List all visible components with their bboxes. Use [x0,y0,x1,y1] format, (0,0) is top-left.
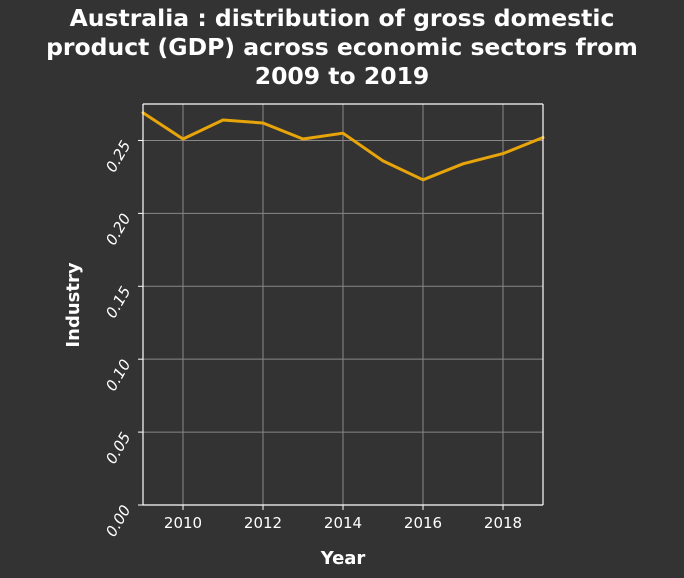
y-tick-label: 0.10 [102,356,134,394]
chart-title-line-1: Australia : distribution of gross domest… [69,4,615,32]
y-tick-label: 0.20 [102,210,134,248]
series-line [141,111,545,182]
x-tick-label: 2012 [244,514,282,532]
y-tick-label: 0.00 [102,502,134,540]
y-axis-label: Industry [63,262,84,347]
chart-title-line-3: 2009 to 2019 [254,62,430,90]
series-group [141,111,545,182]
x-axis-label: Year [320,548,366,569]
y-tick-labels: 0.00 0.05 0.10 0.15 0.20 0.25 [102,137,134,539]
x-tick-label: 2018 [484,514,522,532]
y-tick-label: 0.15 [102,283,134,321]
y-tick-label: 0.25 [102,137,134,175]
chart-title: Australia : distribution of gross domest… [0,4,684,91]
x-tick-label: 2010 [164,514,202,532]
x-tick-labels: 2010 2012 2014 2016 2018 [164,514,522,532]
grid [143,104,543,506]
x-tick-label: 2016 [404,514,442,532]
chart-title-line-2: product (GDP) across economic sectors fr… [46,33,638,61]
y-tick-label: 0.05 [102,429,134,467]
x-tick-label: 2014 [324,514,362,532]
axes [138,103,544,510]
